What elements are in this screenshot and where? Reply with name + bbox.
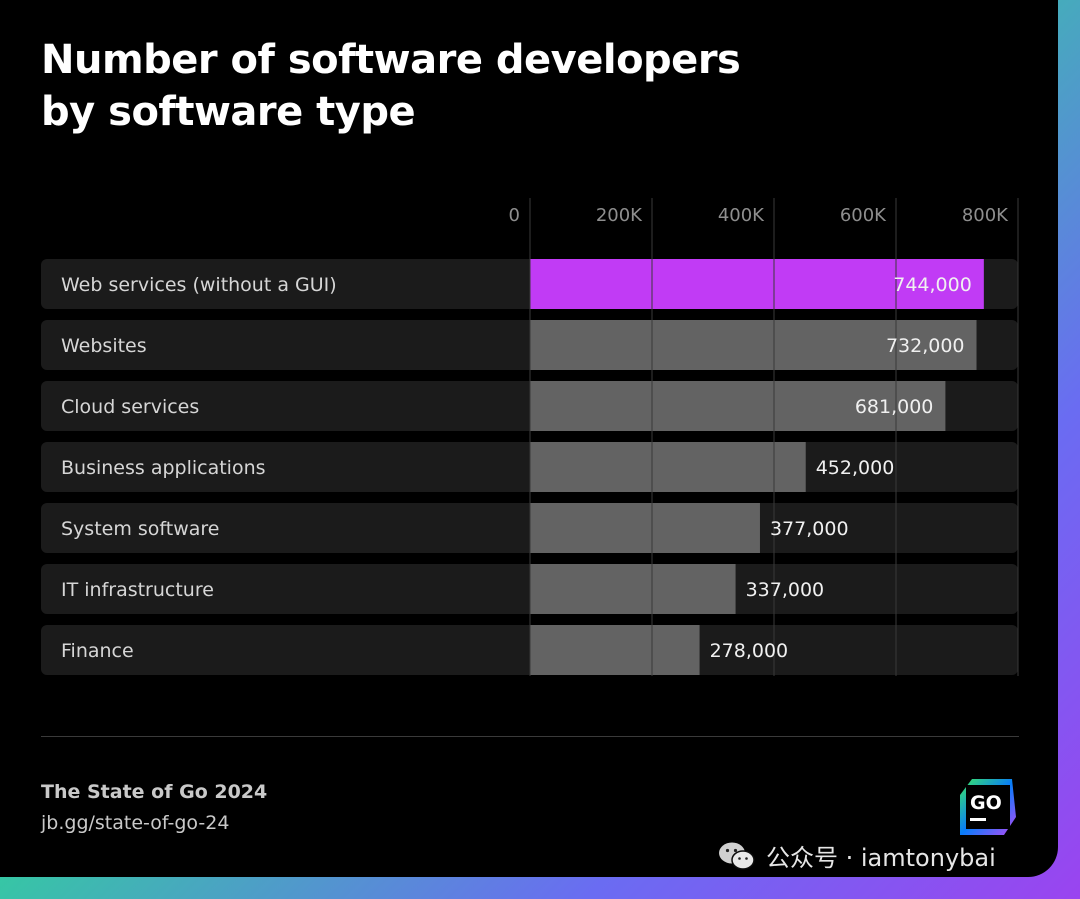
logo-text: GO xyxy=(970,792,1002,814)
watermark: 公众号 · iamtonybai xyxy=(718,838,996,873)
footer-divider xyxy=(41,736,1019,737)
source-url: jb.gg/state-of-go-24 xyxy=(41,812,230,834)
value-label: 337,000 xyxy=(746,579,825,601)
value-label: 681,000 xyxy=(855,396,934,418)
tick-label: 800K xyxy=(962,205,1009,226)
bar xyxy=(530,625,700,675)
source-title: The State of Go 2024 xyxy=(41,781,268,803)
category-label: Websites xyxy=(61,335,147,357)
bar xyxy=(530,320,977,370)
tick-label: 400K xyxy=(718,205,765,226)
chart-card: Number of software developers by softwar… xyxy=(0,0,1058,877)
bar xyxy=(530,259,984,309)
category-label: Web services (without a GUI) xyxy=(61,274,337,296)
category-label: Finance xyxy=(61,640,134,662)
tick-label: 0 xyxy=(509,205,520,226)
bar xyxy=(530,564,736,614)
value-label: 377,000 xyxy=(770,518,849,540)
watermark-text: 公众号 · iamtonybai xyxy=(766,844,996,872)
chart-title: Number of software developers by softwar… xyxy=(41,37,741,135)
value-label: 744,000 xyxy=(893,274,972,296)
category-label: Cloud services xyxy=(61,396,199,418)
bar xyxy=(530,442,806,492)
tick-label: 200K xyxy=(596,205,643,226)
category-label: Business applications xyxy=(61,457,266,479)
bar xyxy=(530,381,946,431)
bar-chart: 0 200K 400K 600K 800K Web services (without … xyxy=(41,198,1019,676)
wechat-icon xyxy=(719,842,755,870)
category-label: IT infrastructure xyxy=(61,579,214,601)
category-label: System software xyxy=(61,518,220,540)
value-label: 278,000 xyxy=(710,640,789,662)
value-label: 452,000 xyxy=(816,457,895,479)
value-label: 732,000 xyxy=(886,335,965,357)
bar xyxy=(530,503,760,553)
tick-label: 600K xyxy=(840,205,887,226)
goland-logo-icon: GO xyxy=(960,779,1016,835)
